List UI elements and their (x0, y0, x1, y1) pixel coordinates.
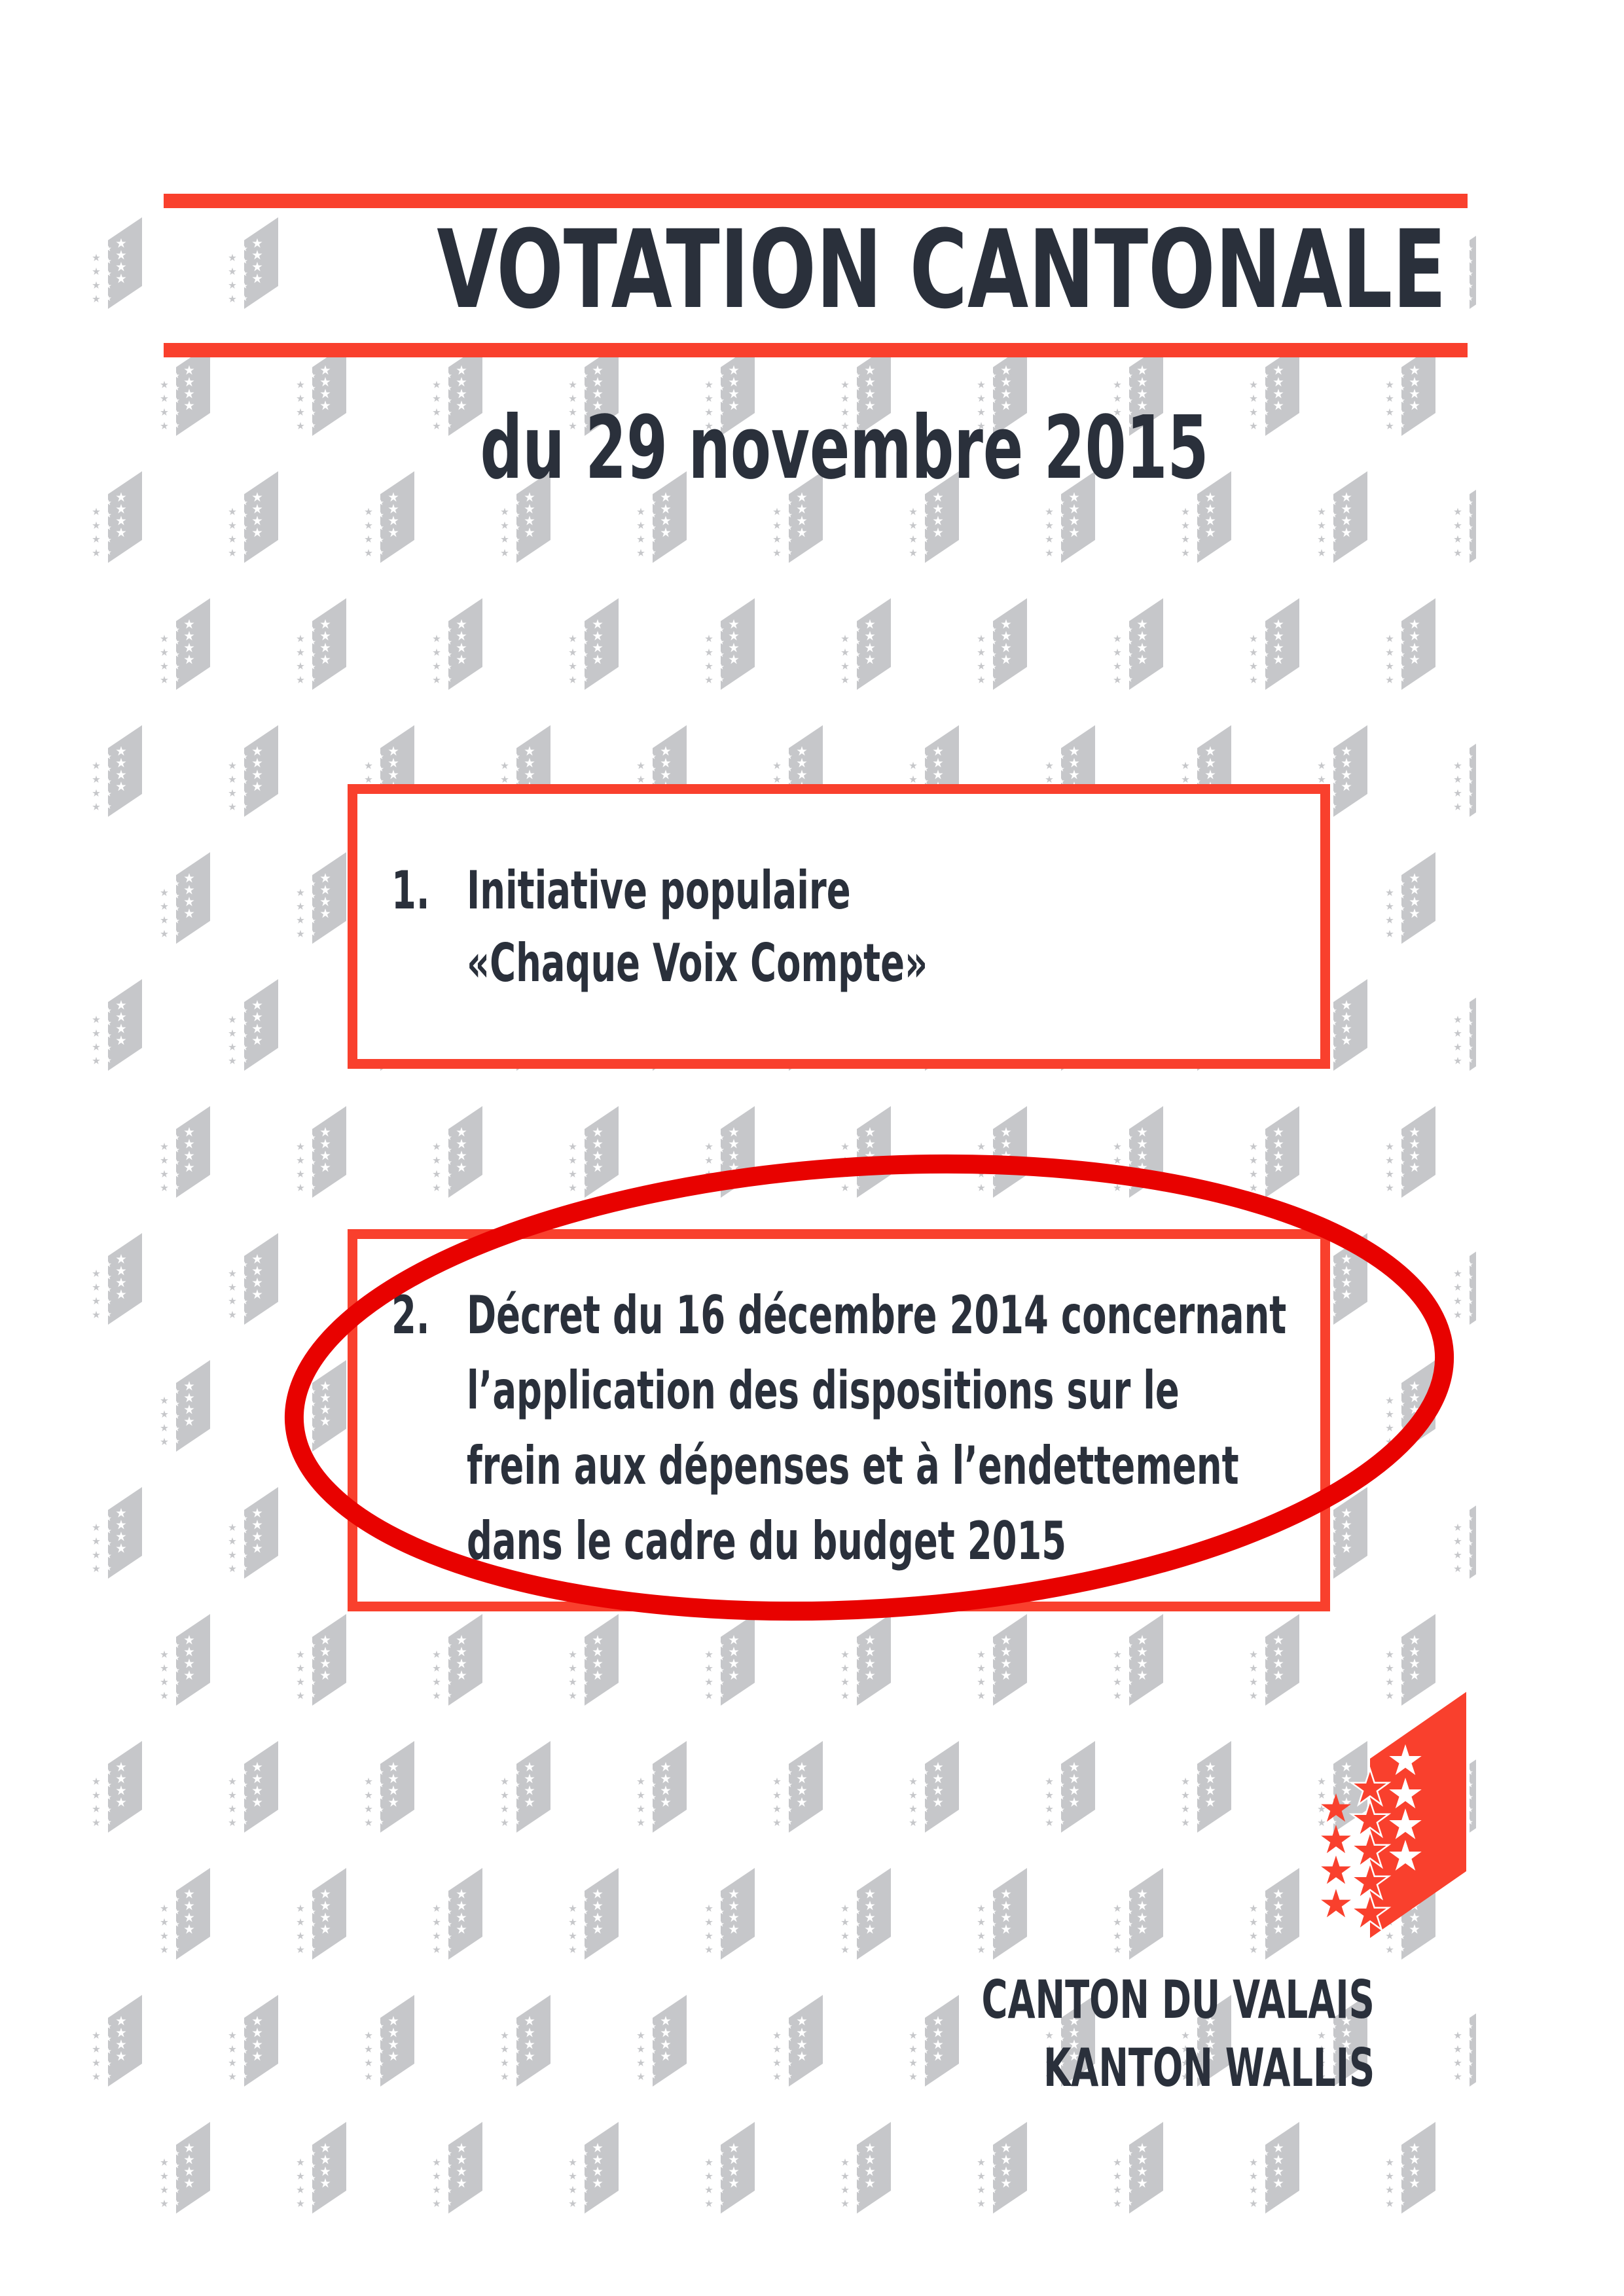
ballot-item-1-line: «Chaque Voix Compte» (467, 933, 928, 994)
ballot-item-2-line: l’application des dispositions sur le (467, 1360, 1180, 1421)
ballot-item-2-number: 2. (391, 1285, 430, 1346)
ballot-item-2-line: Décret du 16 décembre 2014 concernant (467, 1285, 1287, 1346)
ballot-item-1-box: 1. Initiative populaire «Chaque Voix Com… (348, 784, 1330, 1069)
ballot-item-2-line: frein aux dépenses et à l’endettement (467, 1435, 1239, 1496)
page-title: VOTATION CANTONALE (437, 207, 1447, 332)
canton-name-de: KANTON WALLIS (1043, 2037, 1375, 2098)
masthead-top-rule (164, 194, 1468, 208)
ballot-item-1-line: Initiative populaire (467, 860, 851, 921)
ballot-item-2-box: 2. Décret du 16 décembre 2014 concernant… (348, 1229, 1330, 1611)
masthead-bottom-rule (164, 343, 1468, 357)
canton-name-fr: CANTON DU VALAIS (981, 1969, 1375, 2030)
ballot-item-2-line: dans le cadre du budget 2015 (467, 1511, 1067, 1571)
masthead-background (281, 194, 1468, 357)
ballot-item-1-number: 1. (391, 860, 430, 921)
vote-date: du 29 novembre 2015 (480, 398, 1209, 499)
